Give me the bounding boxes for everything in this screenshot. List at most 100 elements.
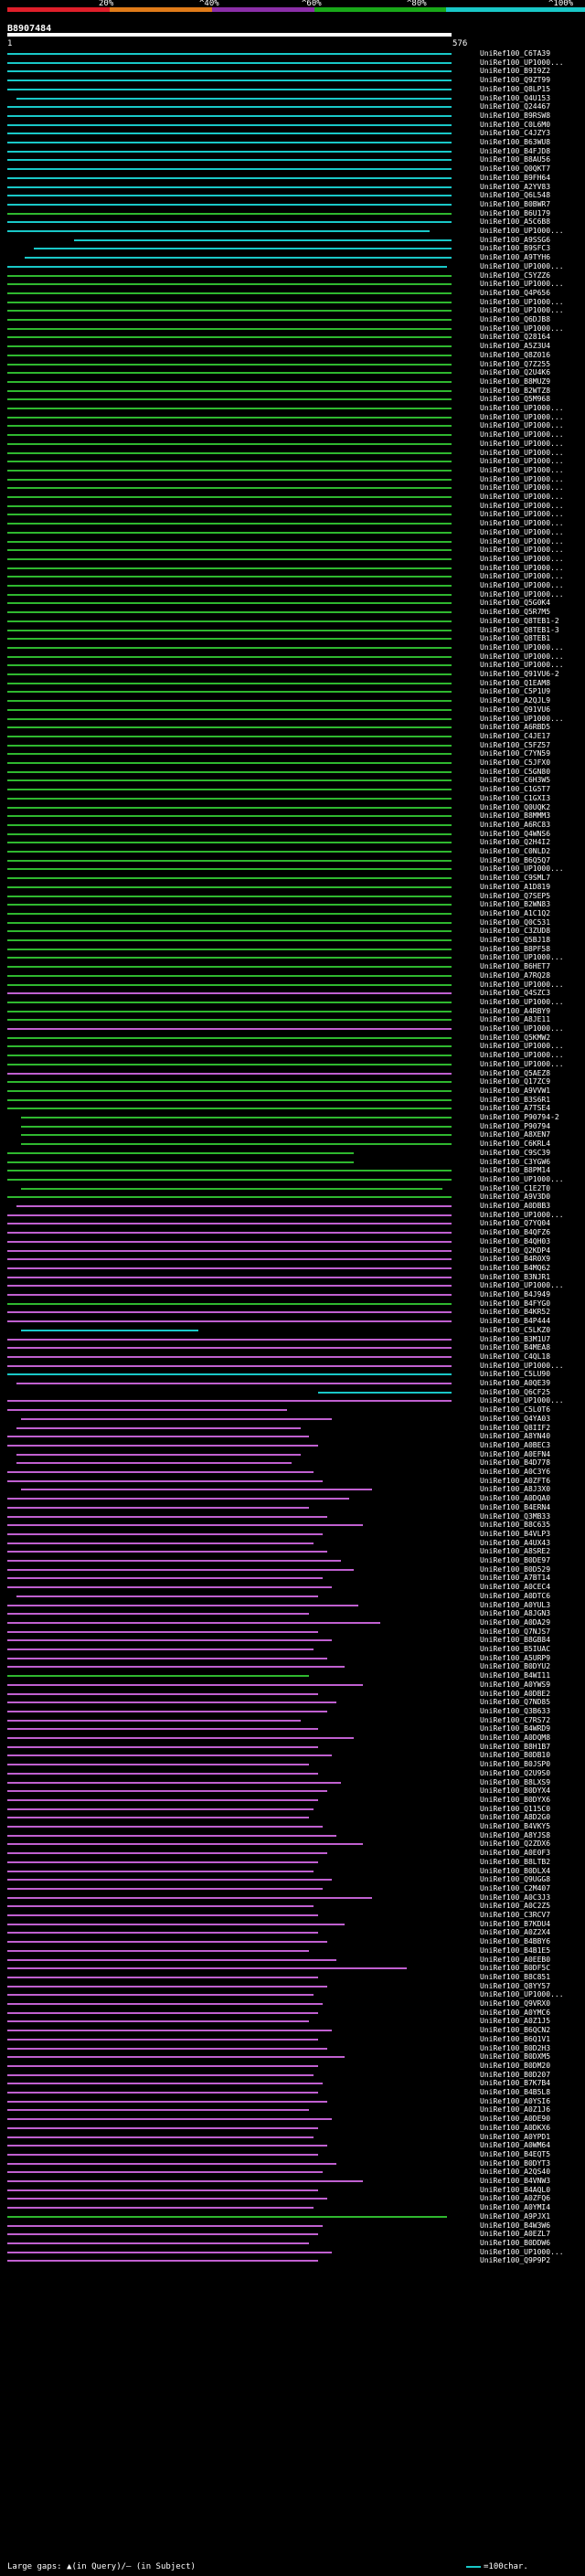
hit-label[interactable]: UniRef100_B4VLP3 <box>480 1529 551 1538</box>
hit-label[interactable]: UniRef100_B3M1U7 <box>480 1334 551 1343</box>
hit-bar[interactable] <box>7 195 452 197</box>
hit-label[interactable]: UniRef100_Q8Z016 <box>480 350 551 359</box>
hit-row[interactable]: UniRef100_C2M407 <box>0 1884 585 1892</box>
hit-row[interactable]: UniRef100_Q91VU6 <box>0 705 585 714</box>
hit-bar[interactable] <box>7 133 452 135</box>
hit-bar[interactable] <box>7 1560 341 1562</box>
hit-label[interactable]: UniRef100_Q0QKT7 <box>480 164 551 174</box>
hit-label[interactable]: UniRef100_B4B5L8 <box>480 2088 551 2096</box>
hit-row[interactable]: UniRef100_C1G5T7 <box>0 785 585 793</box>
hit-bar[interactable] <box>7 2180 363 2182</box>
hit-bar[interactable] <box>7 1994 314 1997</box>
hit-bar[interactable] <box>7 957 452 959</box>
hit-row[interactable]: UniRef100_C4QL18 <box>0 1352 585 1361</box>
hit-bar[interactable] <box>7 1444 319 1447</box>
hit-label[interactable]: UniRef100_A0QE39 <box>480 1379 551 1387</box>
hit-row[interactable]: UniRef100_C6TA39 <box>0 49 585 58</box>
hit-label[interactable]: UniRef100_UP1000... <box>480 430 564 440</box>
hit-row[interactable]: UniRef100_UP1000... <box>0 572 585 580</box>
hit-label[interactable]: UniRef100_UP1000... <box>480 589 564 599</box>
hit-bar[interactable] <box>7 1515 327 1518</box>
hit-label[interactable]: UniRef100_Q9P9P2 <box>480 2256 551 2265</box>
hit-label[interactable]: UniRef100_Q5R7M5 <box>480 608 551 617</box>
hit-label[interactable]: UniRef100_UP1000... <box>480 536 564 546</box>
hit-bar[interactable] <box>16 97 452 100</box>
hit-row[interactable]: UniRef100_Q2U4K6 <box>0 368 585 376</box>
hit-row[interactable]: UniRef100_UP1000... <box>0 519 585 527</box>
hit-label[interactable]: UniRef100_A1C1Q2 <box>480 908 551 917</box>
hit-bar[interactable] <box>7 1036 452 1039</box>
hit-row[interactable]: UniRef100_C5FZ57 <box>0 741 585 749</box>
hit-bar[interactable] <box>7 212 452 215</box>
hit-row[interactable]: UniRef100_Q4YA03 <box>0 1415 585 1423</box>
hit-bar[interactable] <box>7 2242 310 2244</box>
hit-label[interactable]: UniRef100_C1GXI3 <box>480 793 551 802</box>
hit-label[interactable]: UniRef100_C4JZY3 <box>480 129 551 138</box>
hit-bar[interactable] <box>7 2118 332 2121</box>
hit-bar[interactable] <box>7 797 452 800</box>
hit-bar[interactable] <box>7 629 452 631</box>
hit-bar[interactable] <box>7 186 452 188</box>
hit-bar[interactable] <box>7 142 452 143</box>
hit-bar[interactable] <box>7 106 452 109</box>
hit-row[interactable]: UniRef100_A4UX43 <box>0 1539 585 1547</box>
hit-label[interactable]: UniRef100_UP1000... <box>480 439 564 448</box>
hit-bar[interactable] <box>7 380 452 383</box>
hit-row[interactable]: UniRef100_A0DQM8 <box>0 1733 585 1742</box>
hit-row[interactable]: UniRef100_Q1EAM8 <box>0 679 585 687</box>
hit-row[interactable]: UniRef100_A0YMI4 <box>0 2203 585 2211</box>
hit-row[interactable]: UniRef100_B6U179 <box>0 209 585 217</box>
hit-row[interactable]: UniRef100_A2YV83 <box>0 183 585 191</box>
hit-row[interactable]: UniRef100_A0EEB0 <box>0 1956 585 1964</box>
hit-label[interactable]: UniRef100_B4WI11 <box>480 1671 551 1680</box>
hit-label[interactable]: UniRef100_UP1000... <box>480 1059 564 1068</box>
hit-row[interactable]: UniRef100_Q5G0K4 <box>0 599 585 607</box>
hit-label[interactable]: UniRef100_UP1000... <box>480 1024 564 1033</box>
hit-label[interactable]: UniRef100_B4AQL0 <box>480 2185 551 2194</box>
hit-row[interactable]: UniRef100_C5P1U9 <box>0 687 585 695</box>
hit-label[interactable]: UniRef100_UP1000... <box>480 1990 564 1999</box>
hit-row[interactable]: UniRef100_UP1000... <box>0 537 585 546</box>
hit-label[interactable]: UniRef100_UP1000... <box>480 554 564 563</box>
hit-label[interactable]: UniRef100_Q2U4K6 <box>480 368 551 377</box>
hit-label[interactable]: UniRef100_UP1000... <box>480 1281 564 1290</box>
hit-label[interactable]: UniRef100_A0EZL7 <box>480 2230 551 2239</box>
hit-row[interactable]: UniRef100_A0YMC6 <box>0 2009 585 2017</box>
hit-bar[interactable] <box>73 239 452 241</box>
hit-row[interactable]: UniRef100_Q4U153 <box>0 94 585 102</box>
hit-label[interactable]: UniRef100_A8D2G0 <box>480 1813 551 1822</box>
hit-row[interactable]: UniRef100_A0C2Z5 <box>0 1902 585 1910</box>
hit-bar[interactable] <box>7 1285 452 1288</box>
hit-bar[interactable] <box>7 1807 314 1810</box>
hit-row[interactable]: UniRef100_A8XEN7 <box>0 1130 585 1139</box>
hit-row[interactable]: UniRef100_Q5AEZ8 <box>0 1069 585 1077</box>
hit-label[interactable]: UniRef100_Q0UQK2 <box>480 802 551 811</box>
hit-label[interactable]: UniRef100_C3ZUD8 <box>480 927 551 936</box>
hit-bar[interactable] <box>7 2047 327 2050</box>
hit-bar[interactable] <box>7 1826 324 1828</box>
hit-row[interactable]: UniRef100_B6HET7 <box>0 962 585 970</box>
hit-label[interactable]: UniRef100_UP1000... <box>480 527 564 536</box>
hit-row[interactable]: UniRef100_C6KRL4 <box>0 1140 585 1148</box>
hit-row[interactable]: UniRef100_A0DBE2 <box>0 1690 585 1698</box>
hit-label[interactable]: UniRef100_A8JGN3 <box>480 1609 551 1618</box>
hit-bar[interactable] <box>7 1347 452 1350</box>
hit-row[interactable]: UniRef100_B4KR52 <box>0 1308 585 1316</box>
hit-label[interactable]: UniRef100_UP1000... <box>480 297 564 306</box>
hit-label[interactable]: UniRef100_UP1000... <box>480 2247 564 2256</box>
hit-label[interactable]: UniRef100_B0DDW6 <box>480 2238 551 2247</box>
hit-label[interactable]: UniRef100_UP1000... <box>480 227 564 235</box>
hit-bar[interactable] <box>7 1586 332 1589</box>
hit-row[interactable]: UniRef100_B0DYT3 <box>0 2159 585 2168</box>
hit-row[interactable]: UniRef100_B4WI11 <box>0 1671 585 1680</box>
hit-row[interactable]: UniRef100_B0DYU2 <box>0 1662 585 1670</box>
hit-row[interactable]: UniRef100_C7RS72 <box>0 1716 585 1724</box>
hit-bar[interactable] <box>7 265 448 268</box>
hit-bar[interactable] <box>7 434 452 437</box>
hit-bar[interactable] <box>7 2056 346 2059</box>
hit-row[interactable]: UniRef100_UP1000... <box>0 1396 585 1405</box>
hit-bar[interactable] <box>7 2038 319 2041</box>
hit-label[interactable]: UniRef100_A0C2Z5 <box>480 1902 551 1911</box>
hit-row[interactable]: UniRef100_A9PJX1 <box>0 2212 585 2221</box>
hit-row[interactable]: UniRef100_UP1000... <box>0 262 585 270</box>
